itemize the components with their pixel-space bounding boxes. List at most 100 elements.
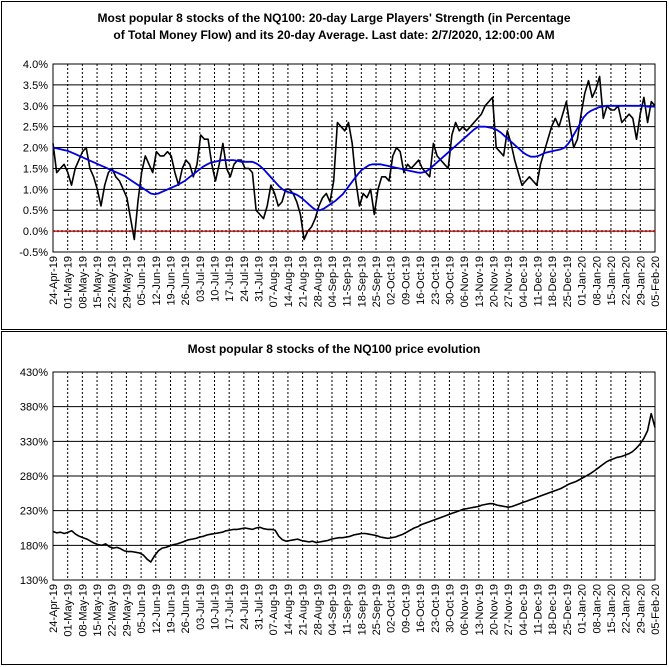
price-x-tick-label: 24-Jul-19 xyxy=(239,584,251,630)
price-x-tick-label: 04-Dec-19 xyxy=(518,584,530,635)
strength-x-tick-label: 05-Feb-20 xyxy=(650,256,662,307)
price-x-tick-label: 03-Jul-19 xyxy=(195,584,207,630)
strength-y-tick-label: 4.0% xyxy=(23,59,48,71)
strength-x-tick-label: 27-Nov-19 xyxy=(503,256,515,307)
price-x-tick-label: 22-Jan-20 xyxy=(621,584,633,634)
price-x-tick-label: 15-Jan-20 xyxy=(606,584,618,634)
strength-x-tick-label: 16-Oct-19 xyxy=(415,256,427,305)
strength-y-tick-label: 2.5% xyxy=(23,122,48,134)
strength-chart-title-line-1: Most popular 8 stocks of the NQ100: 20-d… xyxy=(97,11,571,25)
price-y-tick-label: 130% xyxy=(20,575,48,587)
strength-x-tick-label: 29-Jan-20 xyxy=(635,256,647,306)
price-x-tick-label: 04-Sep-19 xyxy=(327,584,339,635)
strength-x-tick-label: 06-Nov-19 xyxy=(459,256,471,307)
strength-x-tick-label: 18-Sep-19 xyxy=(356,256,368,307)
price-x-tick-label: 22-May-19 xyxy=(107,584,119,637)
strength-x-tick-label: 18-Dec-19 xyxy=(547,256,559,307)
strength-x-tick-label: 02-Oct-19 xyxy=(386,256,398,305)
price-x-tick-label: 16-Oct-19 xyxy=(415,584,427,633)
strength-y-tick-label: 0.0% xyxy=(23,226,48,238)
price-x-tick-label: 26-Jun-19 xyxy=(180,584,192,634)
price-x-tick-label: 11-Sep-19 xyxy=(342,584,354,635)
strength-x-tick-label: 22-May-19 xyxy=(107,256,119,309)
strength-x-tick-label: 03-Jul-19 xyxy=(195,256,207,302)
strength-x-tick-label: 25-Sep-19 xyxy=(371,256,383,307)
price-series-line-1 xyxy=(52,412,656,563)
strength-x-tick-label: 21-Aug-19 xyxy=(298,256,310,307)
price-y-tick-label: 280% xyxy=(20,471,48,483)
price-x-tick-label: 30-Oct-19 xyxy=(444,584,456,633)
strength-x-tick-label: 29-May-19 xyxy=(121,256,133,309)
strength-x-tick-label: 09-Oct-19 xyxy=(400,256,412,305)
price-x-tick-label: 10-Jul-19 xyxy=(210,584,222,630)
strength-y-tick-label: 1.0% xyxy=(23,184,48,196)
strength-y-tick-label: 0.5% xyxy=(23,205,48,217)
price-x-tick-label: 25-Dec-19 xyxy=(562,584,574,635)
strength-x-tick-label: 30-Oct-19 xyxy=(444,256,456,305)
price-x-tick-label: 12-Jun-19 xyxy=(151,584,163,634)
price-x-tick-label: 21-Aug-19 xyxy=(298,584,310,635)
strength-x-tick-label: 19-Jun-19 xyxy=(165,256,177,306)
price-chart-svg: 130%180%230%280%330%380%430%24-Apr-19 01-… xyxy=(20,367,662,637)
price-x-tick-label: 27-Nov-19 xyxy=(503,584,515,635)
strength-x-tick-label: 15-May-19 xyxy=(92,256,104,309)
price-chart-title: Most popular 8 stocks of the NQ100 price… xyxy=(2,341,666,358)
price-x-tick-label: 31-Jul-19 xyxy=(254,584,266,630)
strength-x-tick-label: 12-Jun-19 xyxy=(151,256,163,306)
strength-x-tick-label: 08-Jan-20 xyxy=(591,256,603,306)
price-y-tick-label: 380% xyxy=(20,402,48,414)
strength-x-tick-label: 01-May-19 xyxy=(63,256,75,309)
strength-x-tick-label: 13-Nov-19 xyxy=(474,256,486,307)
price-x-tick-label: 08-Jan-20 xyxy=(591,584,603,634)
strength-x-tick-label: 24-Jul-19 xyxy=(239,256,251,302)
strength-y-tick-label: 1.5% xyxy=(23,163,48,175)
strength-chart-panel: Most popular 8 stocks of the NQ100: 20-d… xyxy=(1,1,667,330)
price-x-tick-label: 23-Oct-19 xyxy=(430,584,442,633)
price-x-tick-label: 13-Nov-19 xyxy=(474,584,486,635)
price-x-tick-label: 24-Apr-19 xyxy=(48,584,60,633)
strength-chart-svg: -0.5% 0.0% 0.5% 1.0% 1.5% 2.0% 2.5% 3.0% 3.5% 4.0… xyxy=(19,59,662,309)
price-x-tick-label: 17-Jul-19 xyxy=(224,584,236,630)
price-x-tick-label: 20-Nov-19 xyxy=(488,584,500,635)
price-x-tick-label: 15-May-19 xyxy=(92,584,104,637)
strength-y-tick-label: -0.5% xyxy=(19,247,48,259)
strength-y-tick-label: 2.0% xyxy=(23,143,48,155)
strength-x-tick-label: 25-Dec-19 xyxy=(562,256,574,307)
price-x-tick-label: 07-Aug-19 xyxy=(268,584,280,635)
price-x-tick-label: 08-May-19 xyxy=(77,584,89,637)
price-y-tick-label: 230% xyxy=(20,506,48,518)
price-chart-panel: Most popular 8 stocks of the NQ100 price… xyxy=(1,331,667,665)
strength-series-line-2 xyxy=(52,104,655,212)
price-x-tick-label: 14-Aug-19 xyxy=(283,584,295,635)
strength-y-tick-label: 3.5% xyxy=(23,80,48,92)
price-x-tick-label: 28-Aug-19 xyxy=(312,584,324,635)
price-x-tick-label: 19-Jun-19 xyxy=(165,584,177,634)
price-x-tick-label: 01-May-19 xyxy=(63,584,75,637)
price-x-tick-label: 29-Jan-20 xyxy=(635,584,647,634)
price-x-tick-label: 05-Feb-20 xyxy=(650,584,662,635)
price-x-tick-label: 02-Oct-19 xyxy=(386,584,398,633)
strength-y-tick-label: 3.0% xyxy=(23,101,48,113)
strength-x-tick-label: 10-Jul-19 xyxy=(210,256,222,302)
strength-x-tick-label: 15-Jan-20 xyxy=(606,256,618,306)
strength-x-tick-label: 20-Nov-19 xyxy=(488,256,500,307)
price-plot-border xyxy=(52,371,656,581)
price-x-tick-label: 25-Sep-19 xyxy=(371,584,383,635)
price-x-tick-label: 09-Oct-19 xyxy=(400,584,412,633)
price-x-tick-label: 05-Jun-19 xyxy=(136,584,148,634)
strength-x-tick-label: 22-Jan-20 xyxy=(621,256,633,306)
strength-x-tick-label: 28-Aug-19 xyxy=(312,256,324,307)
price-chart-title-line-1: Most popular 8 stocks of the NQ100 price… xyxy=(187,342,481,356)
strength-x-tick-label: 08-May-19 xyxy=(77,256,89,309)
price-y-tick-label: 180% xyxy=(20,540,48,552)
strength-x-tick-label: 23-Oct-19 xyxy=(430,256,442,305)
strength-x-tick-label: 04-Sep-19 xyxy=(327,256,339,307)
price-x-tick-label: 18-Dec-19 xyxy=(547,584,559,635)
strength-x-tick-label: 31-Jul-19 xyxy=(254,256,266,302)
strength-x-tick-label: 05-Jun-19 xyxy=(136,256,148,306)
strength-x-tick-label: 01-Jan-20 xyxy=(577,256,589,306)
strength-x-tick-label: 07-Aug-19 xyxy=(268,256,280,307)
strength-x-tick-label: 17-Jul-19 xyxy=(224,256,236,302)
price-y-tick-label: 430% xyxy=(20,367,48,379)
strength-x-tick-label: 11-Sep-19 xyxy=(342,256,354,307)
